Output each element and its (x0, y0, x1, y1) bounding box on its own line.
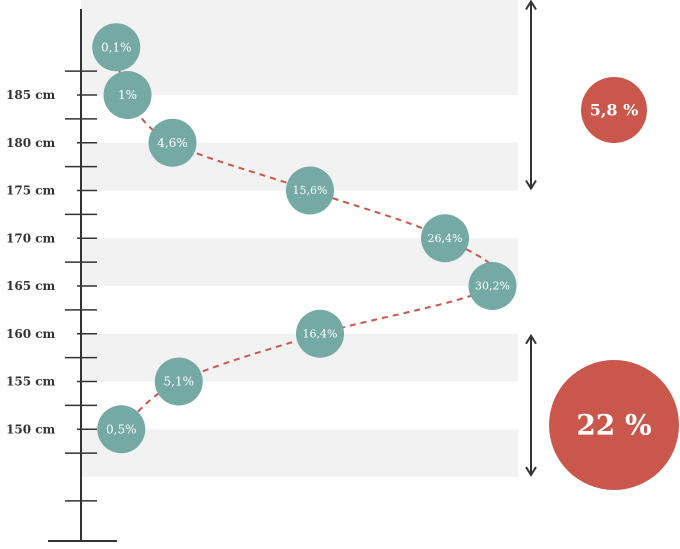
summary-label: 5,8 % (590, 101, 639, 120)
background-band (81, 429, 518, 477)
summary-circle (549, 360, 679, 490)
data-bubble (92, 23, 141, 72)
y-axis: 185 cm 180 cm 175 cm 170 cm 165 cm 160 cm 155 … (6, 9, 117, 542)
bracket-arrow-down (525, 466, 537, 477)
data-bubble (148, 118, 197, 167)
data-label: 0,5% (106, 422, 137, 436)
data-label: 0,1% (101, 40, 132, 54)
background-band (81, 0, 518, 95)
data-bubble (97, 405, 146, 454)
y-tick-label: 170 cm (6, 231, 56, 245)
y-tick-label: 175 cm (6, 184, 56, 198)
data-bubble (421, 214, 469, 263)
summary-label: 22 % (576, 409, 651, 442)
data-label: 16,4% (303, 327, 338, 340)
bracket-arrow-up (525, 333, 537, 345)
data-label: 1% (118, 88, 137, 102)
bracket-arrow-down (525, 179, 537, 191)
data-bubble (103, 71, 152, 119)
y-tick-label: 150 cm (6, 422, 56, 436)
data-label: 4,6% (157, 136, 188, 150)
data-bubble (468, 262, 517, 310)
data-bubble (296, 309, 344, 358)
data-bubbles: 0,1% 1% 4,6% 15,6% 26,4% 30,2% 16,4% 5,1% 0,5% (92, 23, 517, 454)
summary-brackets: 5,8 % 22 % (525, 0, 679, 490)
y-tick-label: 155 cm (6, 375, 56, 389)
y-tick-label: 185 cm (6, 88, 56, 102)
data-label: 26,4% (428, 232, 463, 245)
data-bubble (286, 166, 334, 215)
summary-circle (581, 77, 647, 143)
y-tick-label: 180 cm (6, 136, 56, 150)
y-tick-label: 160 cm (6, 327, 56, 341)
data-label: 30,2% (475, 280, 510, 293)
data-label: 15,6% (293, 184, 328, 197)
data-bubble (154, 357, 203, 406)
y-tick-label: 165 cm (6, 279, 56, 293)
data-label: 5,1% (164, 375, 195, 389)
bracket-arrow-up (525, 0, 537, 11)
